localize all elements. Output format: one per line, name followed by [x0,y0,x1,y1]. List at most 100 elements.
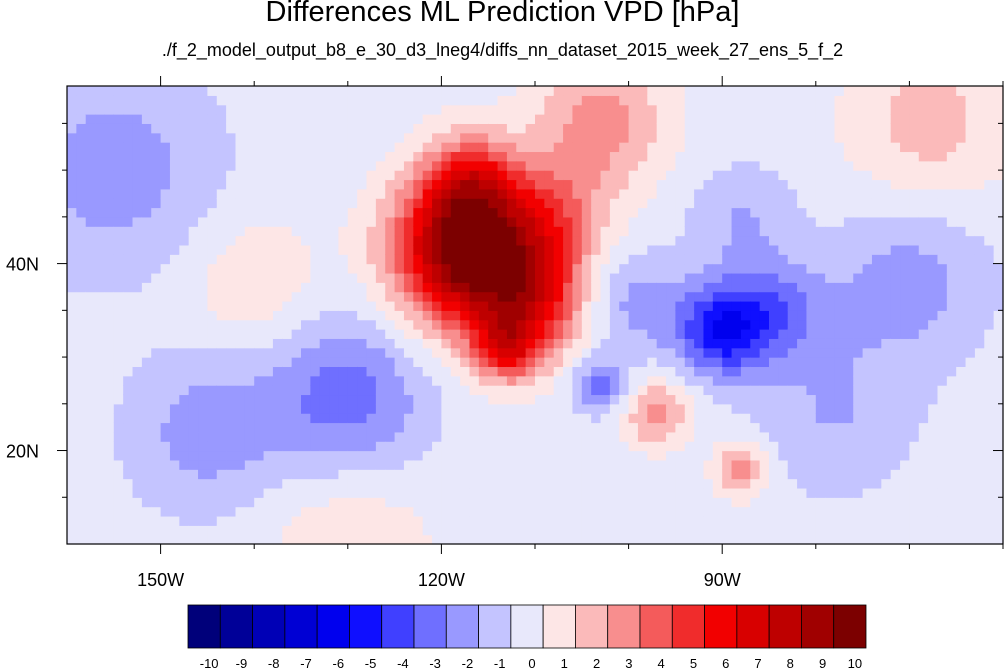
heatmap-cell [965,403,976,414]
heatmap-cell [675,497,686,508]
heatmap-cell [740,310,751,321]
heatmap-cell [731,123,742,134]
heatmap-cell [516,291,527,302]
heatmap-cell [151,319,162,330]
heatmap-cell [553,198,564,209]
heatmap-cell [946,347,957,358]
heatmap-cell [834,272,845,283]
heatmap-cell [750,357,761,368]
heatmap-cell [67,95,77,106]
heatmap-cell [703,216,714,227]
heatmap-cell [525,329,536,339]
heatmap-cell [993,95,1004,106]
heatmap-cell [385,263,396,274]
heatmap-cell [535,357,545,368]
heatmap-cell [254,226,265,237]
heatmap-cell [263,86,274,96]
colorbar-label: 5 [690,656,697,671]
heatmap-cell [909,142,920,153]
heatmap-cell [198,179,208,190]
heatmap-cell [506,263,517,274]
heatmap-cell [319,525,330,536]
heatmap-cell [478,235,489,246]
heatmap-cell [460,114,471,124]
heatmap-cell [956,179,967,190]
heatmap-cell [198,170,208,181]
heatmap-cell [703,459,714,470]
heatmap-cell [918,160,929,171]
heatmap-cell [151,450,162,461]
heatmap-cell [862,291,873,302]
heatmap-cell [647,198,658,209]
heatmap-cell [141,310,152,321]
heatmap-cell [881,357,892,368]
heatmap-cell [619,478,630,489]
heatmap-cell [67,244,77,255]
heatmap-cell [263,282,274,293]
heatmap-cell [469,338,480,349]
heatmap-cell [815,207,826,218]
heatmap-cell [712,151,723,162]
heatmap-cell [619,207,630,218]
heatmap-cell [488,375,499,386]
heatmap-cell [216,86,227,96]
heatmap-cell [95,179,106,190]
heatmap-cell [787,226,798,237]
heatmap-cell [815,487,826,498]
heatmap-cell [740,86,751,96]
heatmap-cell [740,170,751,181]
heatmap-cell [478,469,489,480]
heatmap-cell [151,525,162,536]
heatmap-cell [946,394,957,405]
heatmap-cell [684,431,695,442]
heatmap-cell [319,142,330,153]
heatmap-cell [413,170,424,181]
heatmap-cell [95,160,106,171]
heatmap-cell [703,123,714,134]
heatmap-cell [684,272,695,283]
heatmap-cell [403,254,414,265]
heatmap-cell [928,450,939,461]
heatmap-cell [974,506,985,517]
heatmap-cell [553,179,564,190]
heatmap-cell [403,160,414,171]
heatmap-cell [535,310,545,321]
heatmap-cell [207,132,218,143]
heatmap-cell [731,441,742,452]
heatmap-cell [694,441,705,452]
heatmap-cell [806,375,817,386]
heatmap-cell [104,506,115,517]
heatmap-cell [67,525,77,536]
heatmap-cell [67,226,77,237]
heatmap-cell [338,95,349,106]
heatmap-cell [403,216,414,227]
heatmap-cell [581,375,592,386]
heatmap-cell [85,244,96,255]
heatmap-cell [310,160,321,171]
heatmap-cell [759,338,770,349]
heatmap-cell [244,459,255,470]
heatmap-cell [731,188,742,199]
heatmap-cell [684,254,695,265]
heatmap-cell [347,357,358,368]
heatmap-cell [647,469,658,480]
heatmap-cell [132,394,143,405]
heatmap-cell [881,525,892,536]
heatmap-cell [235,319,246,330]
heatmap-cell [141,291,152,302]
heatmap-cell [123,515,134,526]
heatmap-cell [85,497,96,508]
heatmap-cell [600,86,611,96]
heatmap-cell [909,441,920,452]
heatmap-cell [301,263,311,274]
heatmap-cell [703,114,714,124]
heatmap-cell [198,413,208,424]
heatmap-cell [244,104,255,115]
heatmap-cell [946,515,957,526]
heatmap-cell [113,329,124,339]
heatmap-cell [769,329,779,339]
heatmap-cell [151,272,162,283]
heatmap-cell [113,366,124,377]
heatmap-cell [535,319,545,330]
heatmap-cell [712,525,723,536]
